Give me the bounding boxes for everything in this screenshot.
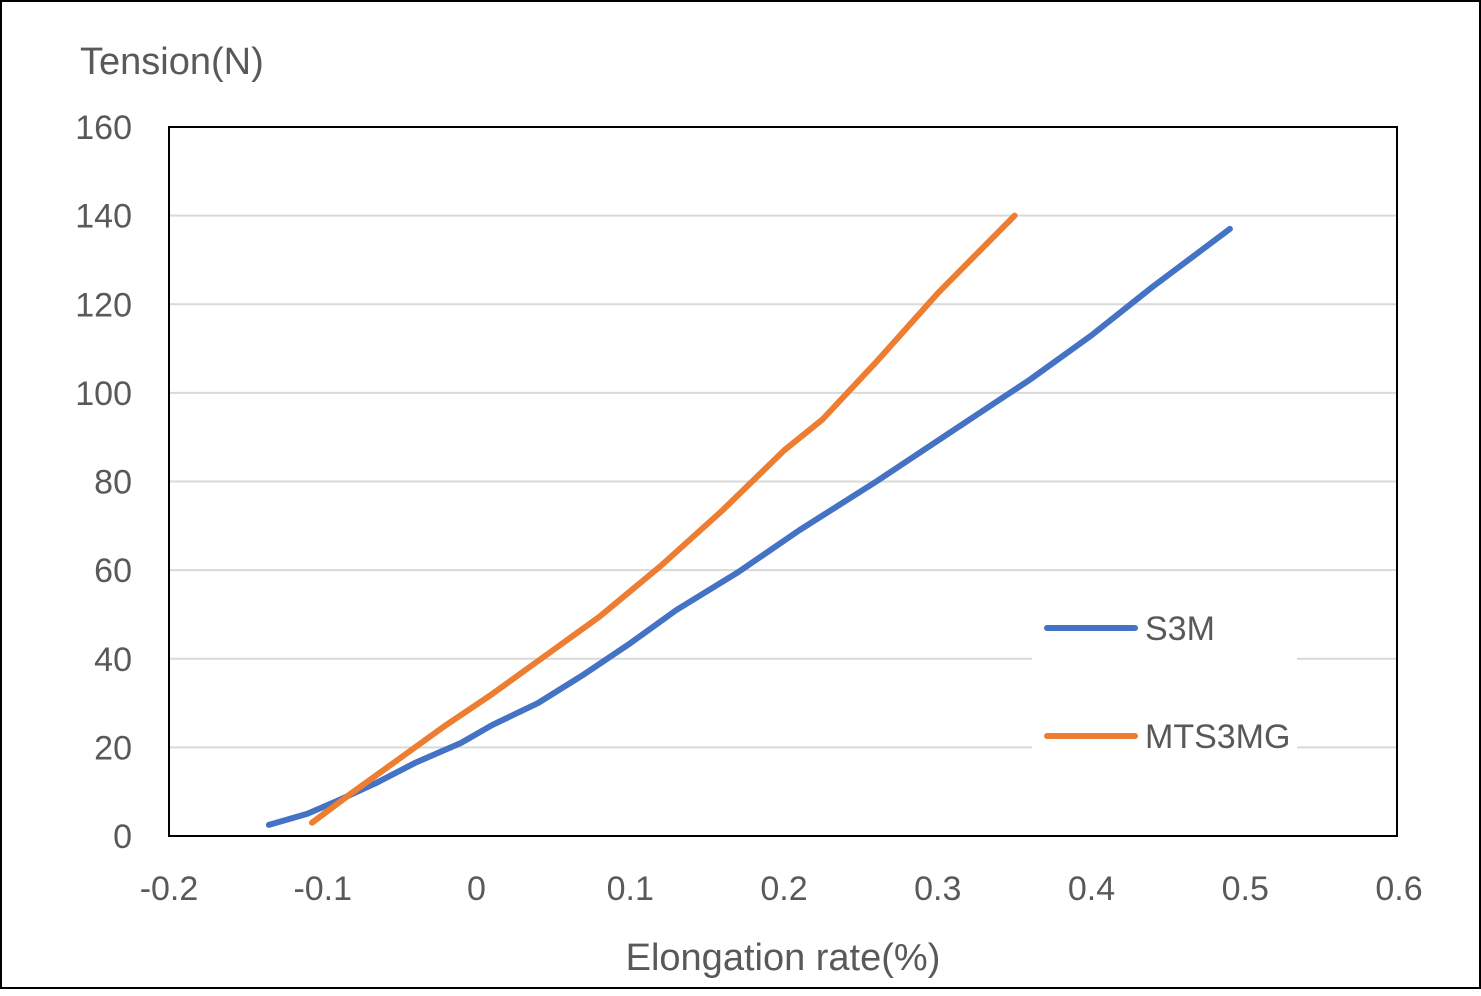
x-tick-label: -0.1 (293, 870, 352, 908)
y-tick-label: 0 (113, 818, 132, 856)
y-tick-label: 120 (75, 286, 132, 324)
y-tick-label: 160 (75, 109, 132, 147)
series-lines (265, 212, 1233, 828)
y-tick-label: 60 (94, 552, 132, 590)
gridlines (169, 214, 1397, 749)
x-tick-label: 0 (467, 870, 486, 908)
x-tick-label: -0.2 (140, 870, 199, 908)
x-axis-title: Elongation rate(%) (626, 937, 941, 979)
x-tick-label: 0.4 (1068, 870, 1115, 908)
legend-label-s3m: S3M (1145, 610, 1215, 648)
legend-label-mts3mg: MTS3MG (1145, 718, 1290, 756)
x-tick-label: 0.3 (914, 870, 961, 908)
y-tick-labels: 0 20 40 60 80 100 120 140 160 (75, 109, 132, 856)
x-tick-label: 0.2 (760, 870, 807, 908)
x-tick-labels: -0.2 -0.1 0 0.1 0.2 0.3 0.4 0.5 0.6 (140, 870, 1423, 908)
y-tick-label: 80 (94, 464, 132, 502)
y-tick-label: 40 (94, 641, 132, 679)
y-axis-title: Tension(N) (80, 41, 264, 83)
series-line-s3m (265, 225, 1233, 828)
x-tick-label: 0.5 (1222, 870, 1269, 908)
x-tick-label: 0.1 (607, 870, 654, 908)
y-tick-label: 140 (75, 198, 132, 236)
y-tick-label: 20 (94, 729, 132, 767)
legend: S3M MTS3MG (1044, 610, 1290, 756)
plot-area-border (168, 126, 1398, 837)
x-tick-label: 0.6 (1375, 870, 1422, 908)
y-tick-label: 100 (75, 375, 132, 413)
series-line-mts3mg (309, 212, 1018, 826)
